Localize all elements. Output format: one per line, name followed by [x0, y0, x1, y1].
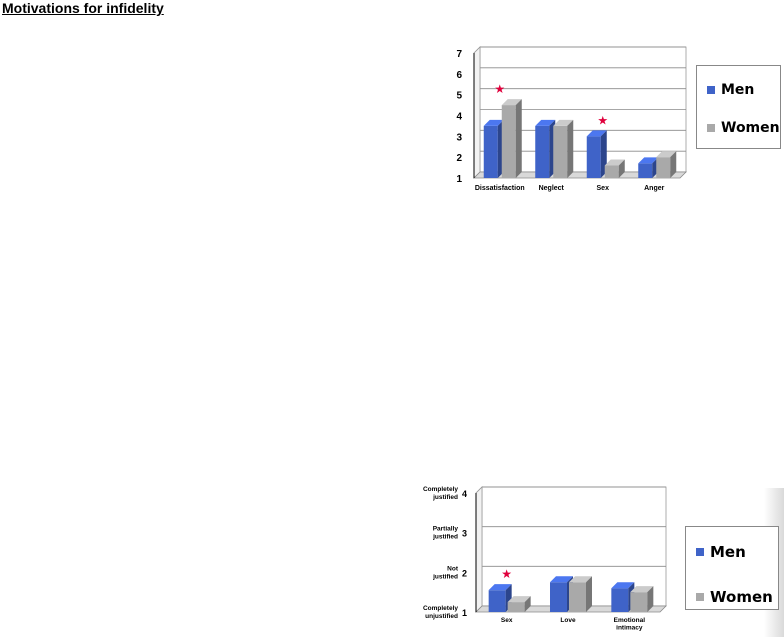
legend-swatch-men [707, 86, 715, 94]
side-wall [475, 486, 483, 613]
page-title: Motivations for infidelity [2, 0, 164, 16]
bar-side-women [670, 151, 677, 178]
bar-women [507, 602, 525, 612]
legend-item-women: Women [707, 120, 780, 136]
bar-women [569, 582, 586, 612]
y-tick-label: 4 [456, 112, 462, 123]
y-category-label: Completely justified [423, 486, 458, 501]
bar-side-women [515, 99, 522, 178]
bar-men [611, 588, 629, 612]
bar-side-women [618, 159, 625, 178]
bar-top-men [586, 130, 607, 137]
chart-1: 1 2 3 4 5 6 7 Dissatisfaction Neglect Sex Anger ★ ★ [456, 46, 687, 192]
bar-top-women [507, 596, 531, 603]
bar-women [604, 165, 619, 178]
bar-women [656, 157, 671, 178]
bar-top-men [638, 157, 659, 164]
y-tick-label: 3 [462, 529, 467, 539]
bar-top-women [501, 99, 522, 106]
bar-top-men [611, 582, 635, 589]
bar-top-women [569, 576, 592, 583]
legend-swatch-men [696, 548, 704, 556]
bar-side-women [647, 586, 654, 612]
bar-women [501, 105, 516, 178]
bar-men [550, 582, 567, 612]
bar-men [638, 163, 653, 178]
y-tick-label: 4 [462, 489, 467, 499]
y-tick-label: 2 [456, 153, 462, 164]
x-tick-label: Love [560, 617, 576, 624]
y-tick-label: 1 [462, 608, 467, 618]
y-tick-label: 7 [456, 49, 462, 60]
x-tick-label: Dissatisfaction [475, 185, 525, 192]
bar-top-women [656, 151, 677, 158]
significance-star: ★ [501, 567, 512, 581]
y-tick-label: 1 [456, 174, 462, 185]
bar-men [483, 125, 498, 178]
bar-women [630, 592, 648, 612]
bar-side-women [586, 576, 592, 612]
y-category-label: Partially justified [432, 526, 458, 541]
x-tick-label: Emotional intimacy [614, 617, 646, 632]
legend-label-women: Women [710, 588, 773, 606]
bar-top-men [550, 576, 573, 583]
significance-star: ★ [597, 113, 608, 127]
bar-top-women [604, 159, 625, 166]
bar-top-men [483, 119, 504, 126]
legend-item-men: Men [707, 82, 754, 98]
bar-top-women [630, 586, 654, 593]
legend-label-women: Women [721, 120, 780, 136]
y-tick-label: 6 [456, 70, 462, 81]
bar-men [586, 136, 601, 178]
legend-bottom: Men Women [685, 526, 779, 610]
x-tick-label: Sex [597, 185, 610, 192]
legend-label-men: Men [710, 543, 746, 561]
x-tick-label: Anger [644, 185, 665, 192]
legend-label-men: Men [721, 82, 755, 98]
y-tick-label: 2 [462, 568, 467, 578]
legend-swatch-women [696, 593, 704, 601]
y-category-label: Completely unjustified [423, 605, 458, 620]
bar-men [535, 125, 550, 178]
chart-2: 1 2 3 4 Sex Love Emotional intimacy ★ Completely u… [423, 486, 667, 632]
legend-swatch-women [707, 124, 715, 132]
significance-star: ★ [494, 82, 505, 96]
legend-item-men: Men [696, 543, 746, 561]
y-category-label: Not justified [432, 565, 459, 580]
legend-item-women: Women [696, 588, 773, 606]
bar-side-women [567, 119, 574, 178]
y-tick-label: 3 [456, 132, 462, 143]
x-tick-label: Neglect [539, 185, 565, 192]
bar-men [488, 590, 506, 612]
legend-top: Men Women [696, 65, 781, 149]
bar-top-women [553, 119, 574, 126]
bar-women [553, 125, 568, 178]
bar-top-men [535, 119, 556, 126]
y-tick-label: 5 [456, 91, 462, 102]
plot-area [481, 486, 667, 607]
bar-top-men [488, 584, 512, 591]
bar-side-women [524, 596, 531, 612]
x-tick-label: Sex [501, 617, 513, 624]
side-wall [473, 46, 481, 179]
